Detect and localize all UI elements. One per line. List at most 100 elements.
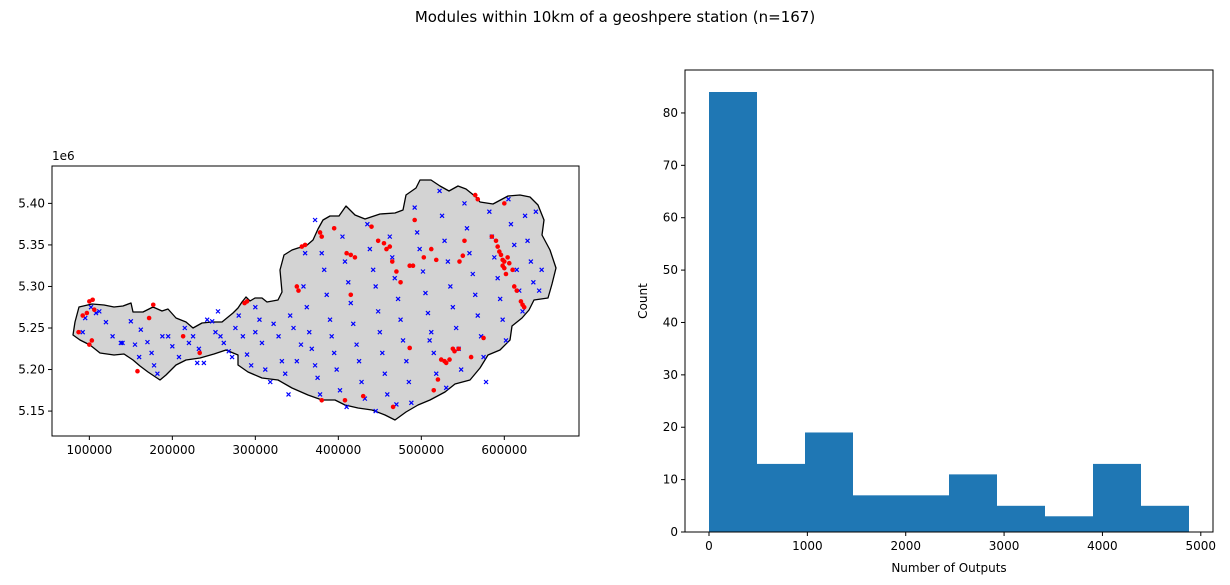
map-point-red [348, 252, 354, 258]
map-point-blue [271, 321, 277, 327]
map-point-red [360, 393, 366, 399]
map-point-red [514, 288, 520, 293]
map-point-blue [262, 367, 268, 372]
map-point-blue [96, 308, 102, 314]
map-point-red [503, 271, 509, 277]
map-point-red [180, 334, 186, 339]
map-point-red [468, 354, 474, 360]
map-point-blue [417, 246, 423, 252]
map-point-red [472, 192, 478, 198]
map-point-blue [182, 325, 188, 331]
map-point-red [390, 404, 396, 410]
map-point-blue [165, 333, 171, 339]
map-point-blue [431, 350, 437, 356]
map-point-blue [319, 250, 325, 256]
map-point-blue [367, 246, 373, 252]
map-point-blue [373, 284, 379, 289]
map-point-red [90, 297, 95, 303]
map-point-blue [497, 296, 503, 302]
map-point-blue [359, 379, 364, 385]
map-y-tick-label: 5.35 [18, 238, 45, 252]
map-point-red [502, 265, 507, 271]
map-point-red [302, 242, 308, 248]
map-point-blue [428, 329, 434, 335]
map-point-red [511, 284, 517, 289]
map-point-blue [128, 318, 134, 324]
map-point-red [384, 246, 389, 252]
map-point-blue [194, 360, 200, 366]
map-point-red [481, 335, 486, 341]
map-point-blue [309, 346, 315, 352]
histogram-y-tick-label: 70 [663, 158, 678, 172]
map-point-blue [154, 371, 160, 377]
map-point-blue [472, 292, 478, 298]
map-point-blue [301, 284, 306, 289]
map-point-blue [276, 333, 281, 339]
histogram-bar [805, 432, 853, 532]
histogram-y-tick-label: 30 [663, 368, 678, 382]
map-point-red [387, 244, 393, 249]
map-point-blue [514, 267, 520, 273]
map-point-blue [302, 250, 308, 256]
map-point-blue [408, 400, 414, 406]
map-point-red [410, 263, 416, 268]
map-point-blue [354, 342, 360, 348]
map-point-blue [252, 304, 258, 310]
map-point-blue [345, 279, 351, 285]
map-point-blue [420, 269, 426, 274]
map-point-red [456, 346, 461, 352]
map-point-blue [377, 329, 383, 335]
map-point-blue [190, 333, 196, 339]
map-point-blue [370, 267, 376, 273]
map-point-blue [503, 338, 509, 343]
map-point-blue [282, 371, 288, 377]
map-point-red [317, 230, 323, 235]
figure-title: Modules within 10km of a geoshpere stati… [414, 8, 816, 26]
histogram-y-tick-label: 60 [663, 211, 678, 225]
map-point-red [89, 338, 95, 343]
map-point-blue [151, 362, 157, 368]
map-point-blue [450, 304, 456, 310]
map-point-blue [236, 313, 242, 318]
map-point-blue [186, 340, 192, 346]
map-point-red [87, 342, 92, 347]
map-point-blue [387, 234, 393, 240]
map-point-red [146, 315, 152, 321]
map-point-blue [159, 333, 165, 339]
map-point-red [84, 310, 90, 316]
map-point-blue [226, 348, 232, 354]
map-point-blue [447, 284, 453, 289]
map-point-blue [423, 290, 428, 296]
map-point-blue [312, 217, 318, 223]
map-point-red [319, 397, 325, 403]
histogram-y-axis-label: Count [636, 283, 650, 319]
map-y-tick-label: 5.15 [18, 404, 45, 418]
map-point-red [244, 299, 250, 304]
map-point-blue [110, 333, 116, 339]
map-point-red [506, 260, 512, 266]
map-point-blue [379, 350, 385, 356]
histogram-x-tick-label: 1000 [792, 539, 823, 553]
map-point-blue [437, 188, 442, 194]
map-point-blue [414, 230, 420, 235]
map-point-blue [257, 317, 262, 323]
map-point-red [394, 269, 399, 274]
map-point-red [495, 244, 500, 249]
map-point-blue [321, 267, 327, 273]
map-point-blue [317, 392, 323, 397]
histogram-bar [853, 495, 901, 532]
map-point-blue [445, 259, 451, 264]
map-point-red [421, 255, 427, 260]
map-point-blue [286, 392, 291, 397]
map-point-blue [433, 371, 439, 377]
map-point-blue [324, 292, 330, 298]
map-point-blue [103, 319, 109, 325]
map-x-tick-label: 300000 [232, 443, 278, 457]
map-point-blue [344, 404, 350, 410]
map-point-blue [327, 317, 333, 323]
map-point-red [375, 238, 381, 244]
map-point-red [407, 345, 412, 351]
map-point-blue [491, 254, 497, 260]
map-point-blue [337, 387, 343, 393]
map-point-blue [389, 254, 395, 260]
